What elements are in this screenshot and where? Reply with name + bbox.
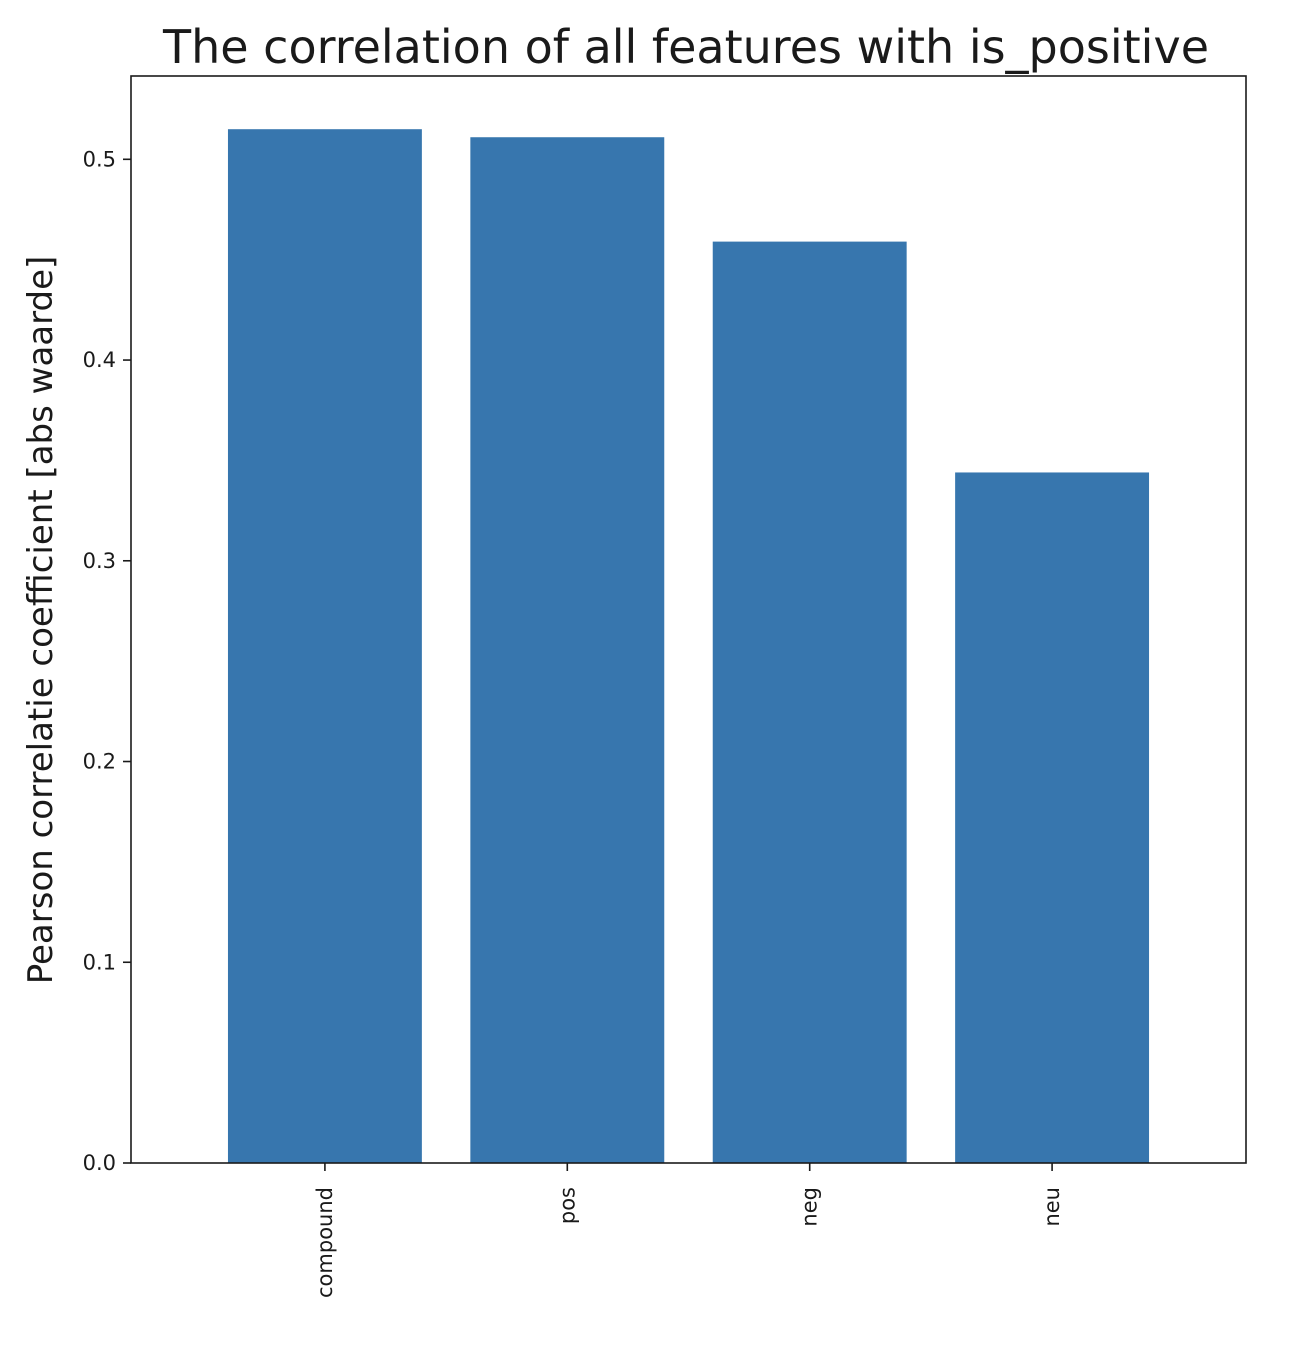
y-tick-label: 0.3 [83,549,116,573]
bars-group [227,129,1150,1164]
y-tick-label: 0.5 [83,147,116,171]
bar-neg [712,241,907,1164]
y-tick-label: 0.4 [83,348,116,372]
y-tick-label: 0.1 [83,950,116,974]
chart-title: The correlation of all features with is_… [162,20,1209,74]
bar-pos [470,137,665,1164]
x-tick-label: compound [313,1187,337,1298]
bar-compound [227,129,422,1164]
x-tick-label: neu [1040,1187,1064,1227]
x-tick-label: pos [555,1187,579,1224]
plot-frame [130,75,1247,1164]
y-axis: 0.0 0.1 0.2 0.3 0.4 0.5 [83,147,131,1175]
x-axis: compound pos neg neu [313,1163,1064,1298]
y-tick-label: 0.0 [83,1151,116,1175]
x-tick-label: neg [798,1187,822,1227]
y-axis-label: Pearson correlatie coefficient [abs waar… [21,256,61,985]
bar-neu [955,472,1150,1164]
y-tick-label: 0.2 [83,750,116,774]
